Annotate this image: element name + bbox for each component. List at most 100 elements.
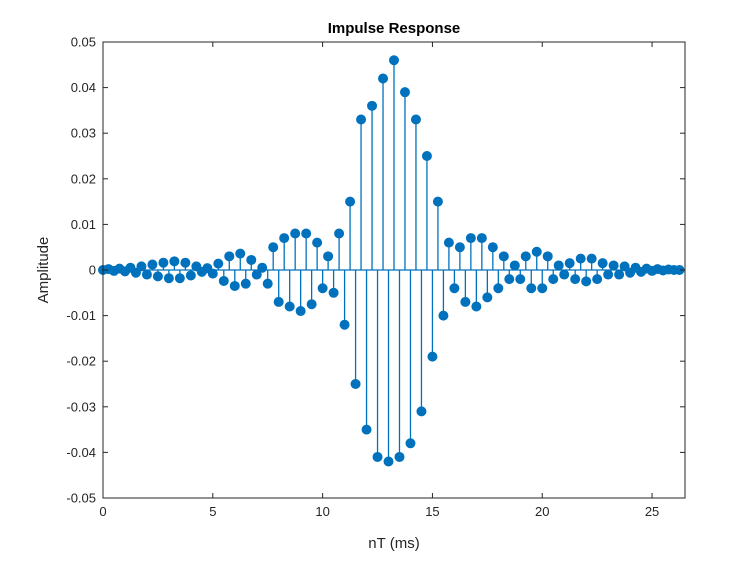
stem-marker: [586, 253, 597, 264]
stem-marker: [130, 267, 141, 278]
stem-marker: [279, 233, 290, 244]
stem-marker: [526, 283, 537, 294]
stem-marker: [367, 100, 378, 111]
stem-marker: [537, 283, 548, 294]
stem-marker: [246, 254, 257, 265]
stem-marker: [559, 269, 570, 280]
stem-marker: [229, 280, 240, 291]
stem-marker: [361, 424, 372, 435]
ticks-layer: 0 5 10 15 20 25 -0.05 -0.04 -0.03 -0.02 -0.01 0 0.01…: [66, 35, 685, 519]
y-axis-label: Amplitude: [35, 237, 52, 304]
stem-marker: [207, 268, 218, 279]
y-tick-label: -0.03: [66, 399, 96, 414]
stem-marker: [251, 269, 262, 280]
stem-marker: [421, 150, 432, 161]
stem-marker: [564, 258, 575, 269]
stem-marker: [218, 275, 229, 286]
stem-marker: [410, 114, 421, 125]
stem-marker: [158, 257, 169, 268]
stem-marker: [570, 274, 581, 285]
stem-marker: [284, 301, 295, 312]
stem-marker: [416, 406, 427, 417]
stem-marker: [224, 251, 235, 262]
stem-marker: [399, 87, 410, 98]
stem-marker: [487, 242, 498, 253]
stem-marker: [493, 283, 504, 294]
y-tick-label: 0.05: [71, 35, 96, 50]
stem-marker: [323, 251, 334, 262]
stem-marker: [471, 301, 482, 312]
chart-title: Impulse Response: [328, 20, 461, 37]
stem-marker: [575, 253, 586, 264]
x-tick-label: 15: [425, 504, 439, 519]
stem-marker: [597, 258, 608, 269]
stem-marker: [136, 261, 147, 272]
stem-marker: [262, 278, 273, 289]
y-tick-label: 0: [89, 263, 96, 278]
y-tick-label: 0.03: [71, 126, 96, 141]
stem-marker: [438, 310, 449, 321]
stem-marker: [465, 233, 476, 244]
stem-marker: [476, 233, 487, 244]
stem-marker: [603, 269, 614, 280]
stem-marker: [273, 296, 284, 307]
y-tick-label: -0.05: [66, 491, 96, 506]
x-tick-label: 20: [535, 504, 549, 519]
stem-marker: [152, 271, 163, 282]
stem-marker: [619, 261, 630, 272]
stem-marker: [235, 248, 246, 259]
stem-marker: [339, 319, 350, 330]
stem-marker: [515, 274, 526, 285]
stem-marker: [350, 378, 361, 389]
stem-marker: [301, 228, 312, 239]
stem-marker: [174, 273, 185, 284]
stem-marker: [388, 55, 399, 66]
stems-layer: [98, 55, 685, 467]
stem-marker: [592, 274, 603, 285]
y-tick-label: -0.04: [66, 445, 96, 460]
x-tick-label: 5: [209, 504, 216, 519]
stem-marker: [372, 451, 383, 462]
stem-marker: [383, 456, 394, 467]
stem-marker: [378, 73, 389, 84]
stem-marker: [317, 283, 328, 294]
stem-marker: [213, 258, 224, 269]
stem-marker: [240, 278, 251, 289]
axes-box: [102, 41, 686, 499]
y-tick-label: -0.01: [66, 308, 96, 323]
stem-marker: [295, 306, 306, 317]
stem-marker: [290, 228, 301, 239]
stem-marker: [614, 269, 625, 280]
stem-marker: [147, 259, 158, 270]
stem-marker: [581, 276, 592, 287]
x-tick-label: 0: [99, 504, 106, 519]
stem-marker: [460, 296, 471, 307]
stem-marker: [334, 228, 345, 239]
stem-marker: [268, 242, 279, 253]
stem-marker: [443, 237, 454, 248]
stem-marker: [405, 438, 416, 449]
stem-marker: [542, 251, 553, 262]
stem-marker: [306, 299, 317, 310]
x-tick-label: 10: [315, 504, 329, 519]
stem-marker: [482, 292, 493, 303]
y-tick-label: -0.02: [66, 354, 96, 369]
y-tick-label: 0.01: [71, 217, 96, 232]
stem-marker: [169, 256, 180, 267]
stem-marker: [345, 196, 356, 207]
stem-marker: [454, 242, 465, 253]
stem-marker: [432, 196, 443, 207]
stem-marker: [449, 283, 460, 294]
stem-marker: [498, 251, 509, 262]
stem-marker: [531, 246, 542, 257]
stem-marker: [509, 260, 520, 271]
stem-marker: [356, 114, 367, 125]
y-tick-label: 0.02: [71, 171, 96, 186]
stem-marker: [141, 269, 152, 280]
stem-marker: [548, 274, 559, 285]
stem-marker: [257, 262, 268, 273]
stem-marker: [312, 237, 323, 248]
stem-marker: [328, 287, 339, 298]
stem-marker: [180, 257, 191, 268]
